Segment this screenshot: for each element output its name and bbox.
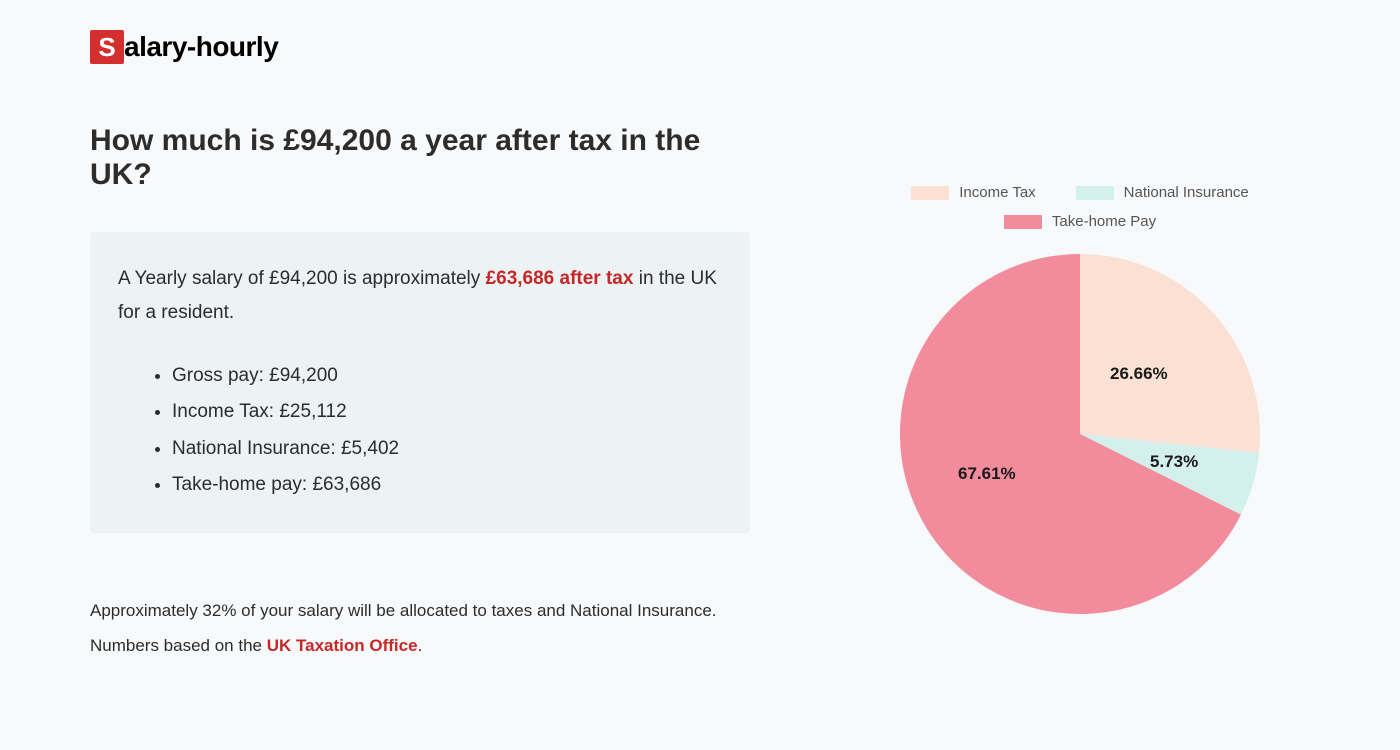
intro-before: A Yearly salary of £94,200 is approximat… [118,268,486,289]
breakdown-list: Gross pay: £94,200 Income Tax: £25,112 N… [118,358,722,502]
legend-item: Income Tax [911,184,1035,201]
slice-label: 67.61% [958,464,1016,484]
legend-label: Take-home Pay [1052,213,1156,230]
legend-swatch-icon [1076,186,1114,200]
intro-highlight: £63,686 after tax [486,268,634,289]
breakdown-item: Income Tax: £25,112 [172,394,722,430]
footer-line1: Approximately 32% of your salary will be… [90,601,717,620]
pie-svg [900,254,1260,614]
footer-line2-after: . [418,636,423,655]
chart-legend: Income Tax National Insurance Take-home … [880,184,1280,230]
legend-swatch-icon [911,186,949,200]
pie-chart: 26.66% 5.73% 67.61% [900,254,1260,614]
footer-line2-before: Numbers based on the [90,636,267,655]
slice-label: 5.73% [1150,452,1198,472]
legend-swatch-icon [1004,215,1042,229]
page-heading: How much is £94,200 a year after tax in … [90,124,750,192]
right-column: Income Tax National Insurance Take-home … [850,124,1310,664]
breakdown-item: National Insurance: £5,402 [172,431,722,467]
legend-label: National Insurance [1124,184,1249,201]
breakdown-item: Take-home pay: £63,686 [172,467,722,503]
legend-label: Income Tax [959,184,1035,201]
site-logo: S alary-hourly [90,30,1310,64]
legend-item: National Insurance [1076,184,1249,201]
content-wrapper: How much is £94,200 a year after tax in … [90,124,1310,664]
summary-intro: A Yearly salary of £94,200 is approximat… [118,262,722,330]
logo-icon: S [90,30,124,64]
logo-text: alary-hourly [124,31,278,63]
left-column: How much is £94,200 a year after tax in … [90,124,750,664]
breakdown-item: Gross pay: £94,200 [172,358,722,394]
summary-box: A Yearly salary of £94,200 is approximat… [90,232,750,533]
footer-note: Approximately 32% of your salary will be… [90,593,750,664]
pie-slice [1080,254,1260,453]
legend-item: Take-home Pay [1004,213,1156,230]
slice-label: 26.66% [1110,364,1168,384]
source-link[interactable]: UK Taxation Office [267,636,418,655]
